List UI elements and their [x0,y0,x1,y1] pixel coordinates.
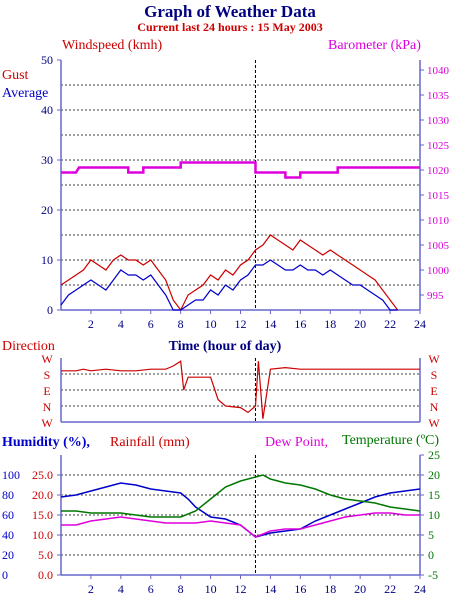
y-tick-label-right: 995 [427,290,444,302]
temperature-tick-label: 25 [428,448,440,462]
series-humidity [60,482,421,538]
windspeed-label: Windspeed (kmh) [62,38,162,53]
humidity-tick-label: 20 [2,548,14,562]
rainfall-tick-label: 15.0 [32,508,53,522]
temperature-tick-label: -5 [428,568,438,582]
y-tick-label-right: 1005 [427,240,450,252]
temperature-tick-label: 10 [428,508,440,522]
y-tick-label-right: 1030 [427,115,450,127]
rainfall-tick-label: 25.0 [32,468,53,482]
direction-tick-label-left: N [43,400,52,414]
series-temperature [61,474,421,518]
rainfall-tick-label: 10.0 [32,528,53,542]
x-tick-label: 24 [414,582,426,596]
x-tick-label: 10 [205,317,217,331]
y-tick-label-right: 1040 [427,65,450,77]
x-tick-label: 16 [294,582,306,596]
x-tick-label: 2 [88,317,94,331]
x-tick-label: 6 [148,317,154,331]
x-tick-label: 14 [264,317,276,331]
series-barometer [61,161,420,179]
direction-tick-label-left: E [43,384,50,398]
rainfall-label: Rainfall (mm) [110,435,190,450]
temperature-tick-label: 5 [428,528,434,542]
barometer-label: Barometer (kPa) [328,38,421,53]
x-tick-label: 4 [118,317,124,331]
rainfall-tick-label: 5.0 [38,548,53,562]
direction-plot: W WS SE EN NW W [41,352,440,430]
temperature-tick-label: 0 [428,548,434,562]
x-tick-label: 18 [324,582,336,596]
y-tick-label-right: 1035 [427,90,450,102]
x-tick-label: 8 [178,317,184,331]
y-tick-label-left: 10 [41,253,53,267]
x-tick-label: 12 [235,582,247,596]
direction-label: Direction [2,339,55,354]
x-tick-label: 2 [88,582,94,596]
x-tick-label: 12 [235,317,247,331]
x-tick-label: 14 [264,582,276,596]
time-axis-label: Time (hour of day) [169,339,282,354]
direction-tick-label-left: S [44,368,51,382]
gust-label: Gust [2,68,29,83]
temperature-tick-label: 15 [428,488,440,502]
y-tick-label-right: 1000 [427,265,450,277]
direction-tick-label-right: S [431,368,438,382]
y-tick-label-left: 40 [41,103,53,117]
y-tick-label-right: 1015 [427,190,450,202]
temperature-tick-label: 20 [428,468,440,482]
rainfall-tick-label: 0.0 [38,568,53,582]
direction-tick-label-left: W [41,416,53,430]
direction-tick-label-right: N [430,400,439,414]
temperature-label: Temperature (ºC) [342,433,439,448]
y-tick-label-right: 1010 [427,215,450,227]
direction-tick-label-right: W [428,352,440,366]
x-tick-label: 22 [384,317,396,331]
x-tick-label: 18 [324,317,336,331]
rainfall-tick-label: 20.0 [32,488,53,502]
dewpoint-label: Dew Point, [265,435,328,450]
x-tick-label: 10 [205,582,217,596]
humidity-label: Humidity (%), [2,435,90,450]
direction-tick-label-left: W [41,352,53,366]
series-gust [60,234,399,312]
x-tick-label: 16 [294,317,306,331]
x-tick-label: 20 [354,317,366,331]
humidity-tick-label: 60 [2,508,14,522]
x-tick-label: 22 [384,582,396,596]
y-tick-label-right: 1025 [427,140,450,152]
page-title: Graph of Weather Data [144,2,316,21]
y-tick-label-left: 30 [41,153,53,167]
average-label: Average [2,86,48,101]
x-tick-label: 24 [414,317,426,331]
wind-baro-plot: 0102030405099510001005101010151020102510… [41,53,450,331]
humidity-tick-label: 100 [2,468,20,482]
x-tick-label: 6 [148,582,154,596]
direction-tick-label-right: E [430,384,437,398]
series-dew-point [61,512,420,538]
humidity-tick-label: 80 [2,488,14,502]
y-tick-label-left: 0 [47,303,53,317]
series-direction [61,360,420,419]
y-tick-label-right: 1020 [427,165,450,177]
direction-tick-label-right: W [428,416,440,430]
x-tick-label: 8 [178,582,184,596]
y-tick-label-left: 50 [41,53,53,67]
humidity-tick-label: 40 [2,528,14,542]
page-subtitle: Current last 24 hours : 15 May 2003 [137,20,322,34]
x-tick-label: 4 [118,582,124,596]
x-tick-label: 20 [354,582,366,596]
y-tick-label-left: 20 [41,203,53,217]
humidity-tick-label: 0 [2,568,8,582]
series-average [60,259,398,311]
climate-plot: 0.0 0 5.0 20 10.0 40 15.0 60 20.0 80 25.0 100 -5 0 5 10… [2,448,440,596]
